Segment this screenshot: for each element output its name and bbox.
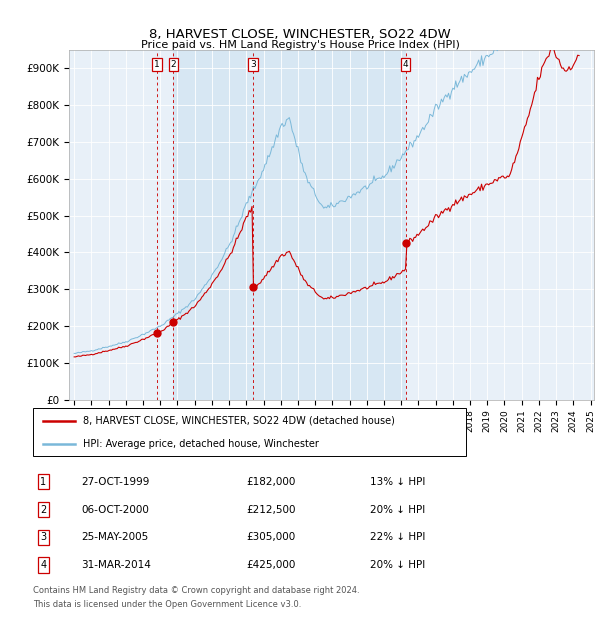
Text: 2: 2 (40, 505, 47, 515)
Text: 31-MAR-2014: 31-MAR-2014 (82, 560, 151, 570)
Text: 8, HARVEST CLOSE, WINCHESTER, SO22 4DW (detached house): 8, HARVEST CLOSE, WINCHESTER, SO22 4DW (… (83, 416, 395, 426)
Text: £182,000: £182,000 (246, 477, 295, 487)
Text: £305,000: £305,000 (246, 533, 295, 542)
Text: 13% ↓ HPI: 13% ↓ HPI (370, 477, 425, 487)
Bar (173, 50, 406, 400)
Text: 4: 4 (403, 60, 409, 69)
Text: HPI: Average price, detached house, Winchester: HPI: Average price, detached house, Winc… (83, 440, 319, 450)
Text: 27-OCT-1999: 27-OCT-1999 (82, 477, 149, 487)
Text: 25-MAY-2005: 25-MAY-2005 (82, 533, 149, 542)
Text: 1: 1 (154, 60, 160, 69)
Text: 3: 3 (40, 533, 47, 542)
Text: 20% ↓ HPI: 20% ↓ HPI (370, 505, 425, 515)
Text: This data is licensed under the Open Government Licence v3.0.: This data is licensed under the Open Gov… (33, 600, 301, 609)
Text: 2: 2 (170, 60, 176, 69)
Text: £212,500: £212,500 (246, 505, 296, 515)
Text: 8, HARVEST CLOSE, WINCHESTER, SO22 4DW: 8, HARVEST CLOSE, WINCHESTER, SO22 4DW (149, 28, 451, 41)
Text: £425,000: £425,000 (246, 560, 295, 570)
Text: Price paid vs. HM Land Registry's House Price Index (HPI): Price paid vs. HM Land Registry's House … (140, 40, 460, 50)
FancyBboxPatch shape (32, 408, 466, 456)
Text: 4: 4 (40, 560, 47, 570)
Text: 06-OCT-2000: 06-OCT-2000 (82, 505, 149, 515)
Text: 1: 1 (40, 477, 47, 487)
Text: 20% ↓ HPI: 20% ↓ HPI (370, 560, 425, 570)
Text: Contains HM Land Registry data © Crown copyright and database right 2024.: Contains HM Land Registry data © Crown c… (33, 586, 359, 595)
Text: 22% ↓ HPI: 22% ↓ HPI (370, 533, 425, 542)
Text: 3: 3 (250, 60, 256, 69)
